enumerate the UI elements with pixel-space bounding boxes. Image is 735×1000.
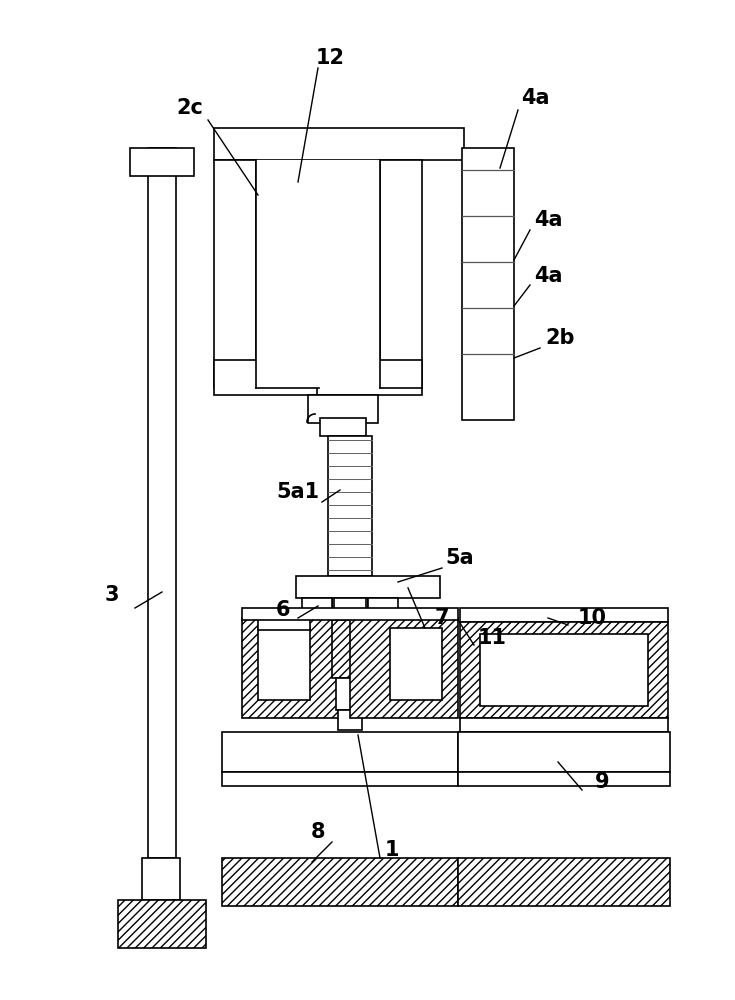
Text: 4a: 4a xyxy=(534,210,562,230)
Text: 7: 7 xyxy=(434,608,449,628)
Bar xyxy=(302,598,332,620)
Bar xyxy=(242,608,458,620)
Bar xyxy=(460,622,668,718)
Bar xyxy=(317,360,422,395)
Bar xyxy=(130,148,194,176)
Bar xyxy=(222,858,458,906)
Bar xyxy=(222,732,458,772)
Bar xyxy=(480,634,648,706)
Bar xyxy=(308,395,378,423)
Bar xyxy=(460,718,668,732)
Bar xyxy=(350,618,458,718)
Bar xyxy=(142,858,180,900)
Text: 5a1: 5a1 xyxy=(276,482,320,502)
Bar xyxy=(458,772,670,786)
Bar xyxy=(390,628,442,700)
Text: 10: 10 xyxy=(578,608,606,628)
Bar xyxy=(222,772,458,786)
Text: 4a: 4a xyxy=(534,266,562,286)
Text: 11: 11 xyxy=(478,628,506,648)
Text: 5a: 5a xyxy=(445,548,474,568)
Bar xyxy=(334,598,366,620)
Text: 8: 8 xyxy=(311,822,326,842)
Bar xyxy=(332,576,368,611)
Bar xyxy=(338,710,362,730)
Text: 1: 1 xyxy=(384,840,399,860)
Bar xyxy=(380,160,422,388)
Bar xyxy=(460,608,668,622)
Bar xyxy=(320,418,366,436)
Bar xyxy=(332,620,368,678)
Bar xyxy=(328,436,372,576)
Bar xyxy=(214,128,464,160)
Text: 2b: 2b xyxy=(545,328,575,348)
Bar xyxy=(458,732,670,772)
Bar xyxy=(214,160,256,388)
Bar xyxy=(336,678,364,710)
Bar xyxy=(296,576,440,598)
Bar xyxy=(256,160,380,388)
Bar xyxy=(368,598,398,620)
Text: 12: 12 xyxy=(315,48,345,68)
Bar xyxy=(458,858,670,906)
Bar xyxy=(258,628,310,700)
Bar xyxy=(214,360,319,395)
Text: 6: 6 xyxy=(276,600,290,620)
Bar xyxy=(258,618,310,630)
Text: 9: 9 xyxy=(595,772,609,792)
Text: 3: 3 xyxy=(105,585,119,605)
Bar xyxy=(462,148,514,420)
Text: 2c: 2c xyxy=(176,98,204,118)
Bar xyxy=(242,618,350,718)
Text: 4a: 4a xyxy=(521,88,549,108)
Bar xyxy=(148,148,176,858)
Bar xyxy=(118,900,206,948)
